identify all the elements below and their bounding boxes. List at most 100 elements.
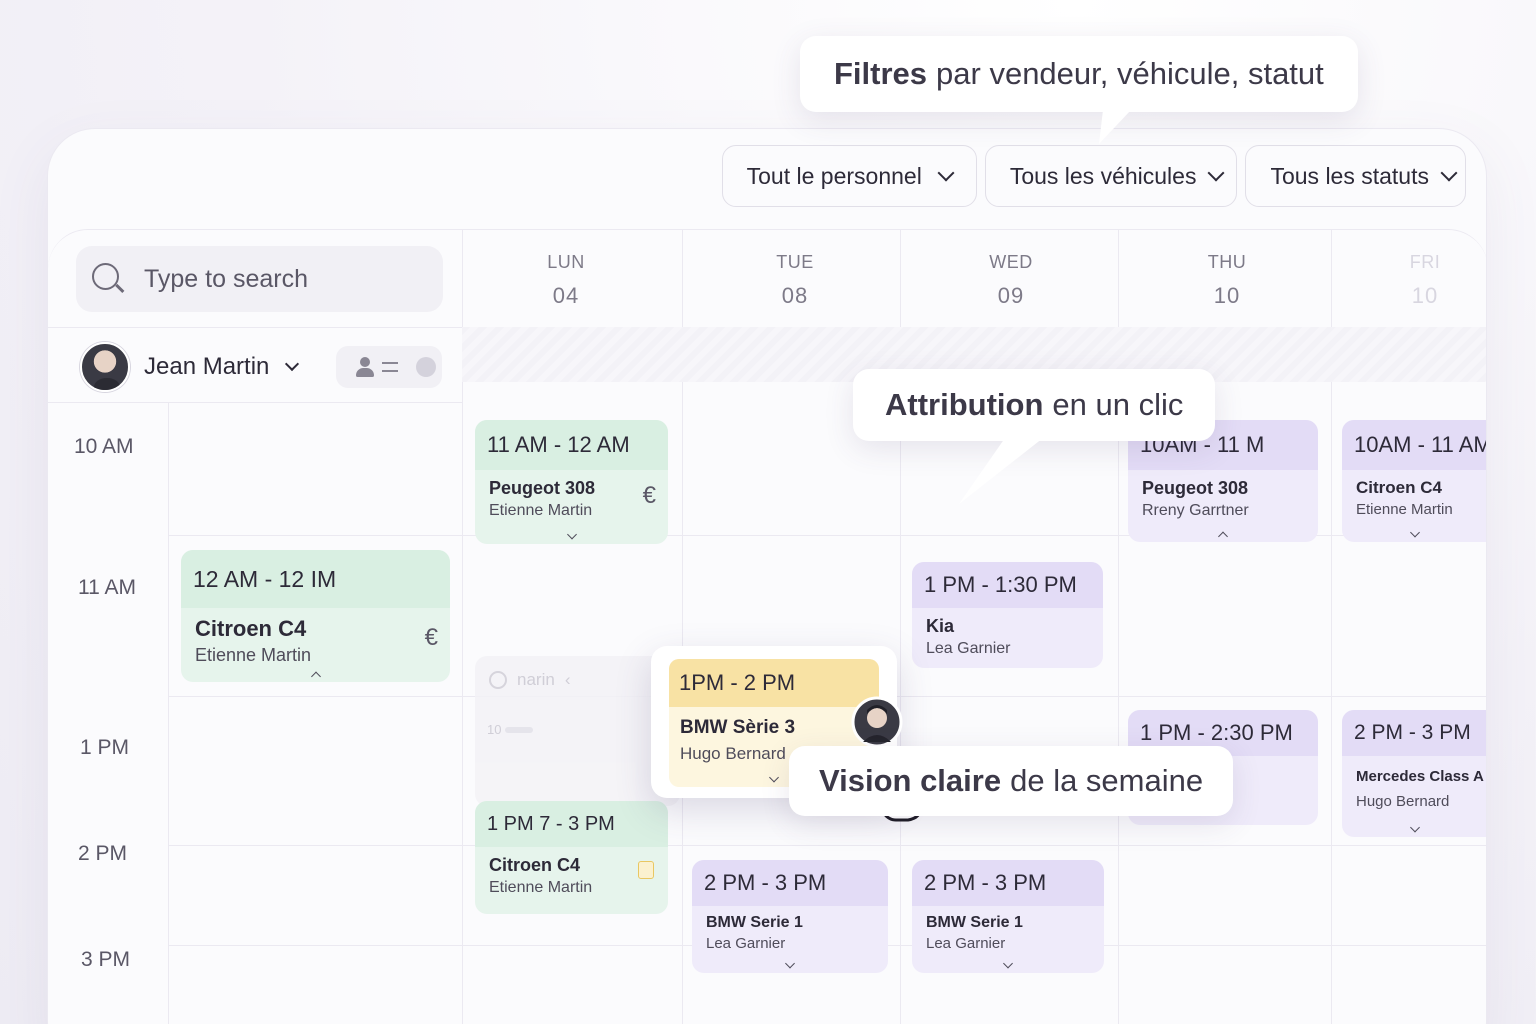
event-card[interactable]: 2 PM - 3 PM BMW Serie 1 Lea Garnier xyxy=(912,860,1104,973)
chevron-down-icon xyxy=(1410,527,1420,538)
event-vehicle: Citroen C4 xyxy=(1356,478,1442,497)
event-time: 2 PM - 3 PM xyxy=(912,860,1104,906)
chevron-down-icon xyxy=(566,529,577,540)
event-vehicle: Peugeot 308 xyxy=(1142,478,1249,498)
search-box[interactable] xyxy=(76,246,443,312)
euro-icon: € xyxy=(642,482,656,509)
callout-pointer xyxy=(1099,110,1131,144)
event-person: Etienne Martin xyxy=(489,879,593,896)
day-header-fri[interactable]: FRI 10 xyxy=(1350,252,1486,309)
assign-toggle[interactable] xyxy=(336,346,442,388)
event-vehicle: Citroen C4 xyxy=(195,616,307,641)
callout-text: de la semaine xyxy=(1010,763,1204,798)
event-time: 2 PM - 3 PM xyxy=(692,860,888,906)
event-person: Etienne Martin xyxy=(489,502,593,519)
event-time: 1 PM 7 - 3 PM xyxy=(475,801,668,847)
assignee-avatar xyxy=(851,696,903,748)
time-label: 3 PM xyxy=(81,948,131,971)
event-vehicle: Kia xyxy=(926,616,955,636)
search-icon xyxy=(92,263,125,295)
event-time: 2 PM - 3 PM xyxy=(1342,710,1486,756)
event-card[interactable]: 1 PM - 1:30 PM Kia Lea Garnier xyxy=(912,562,1103,668)
event-person: Etienne Martin xyxy=(1356,501,1453,518)
event-person: Rreny Garrtner xyxy=(1142,502,1249,519)
chevron-down-icon xyxy=(769,772,779,783)
event-card[interactable]: 2 PM - 3 PM Mercedes Class A Hugo Bernar… xyxy=(1342,710,1486,837)
person-icon xyxy=(356,357,374,377)
filter-vehicles-label: Tous les véhicules xyxy=(1009,162,1197,189)
callout-bold: Filtres xyxy=(834,56,928,91)
event-person: Etienne Martin xyxy=(195,645,312,665)
event-card[interactable]: 10AM - 11 AM Citroen C4 Etienne Martin xyxy=(1342,420,1486,542)
filter-staff-dropdown[interactable]: Tout le personnel xyxy=(721,145,977,207)
day-header-mon[interactable]: LUN 04 xyxy=(491,252,641,309)
event-card[interactable]: 2 PM - 3 PM BMW Serie 1 Lea Garnier xyxy=(692,860,888,973)
callout-pointer xyxy=(959,438,1043,504)
event-vehicle: BMW Sèrie 3 xyxy=(680,717,796,738)
chevron-up-icon xyxy=(1218,531,1228,542)
callout-bold: Vision claire xyxy=(819,763,1002,798)
event-vehicle: Mercedes Class A xyxy=(1356,768,1484,785)
list-icon xyxy=(382,362,398,372)
euro-icon: € xyxy=(424,624,438,651)
day-name: THU xyxy=(1207,252,1247,272)
callout-text: par vendeur, véhicule, statut xyxy=(936,56,1324,91)
circle-icon xyxy=(489,671,507,689)
day-date: 10 xyxy=(1411,283,1439,308)
day-date: 08 xyxy=(781,283,809,308)
day-header-wed[interactable]: WED 09 xyxy=(936,252,1086,309)
event-person: Lea Garnier xyxy=(926,640,1011,657)
day-date: 04 xyxy=(552,283,580,308)
user-name: Jean Martin xyxy=(144,353,270,380)
filter-bar: Tout le personnel Tous les véhicules Tou… xyxy=(721,145,1466,207)
chevron-down-icon xyxy=(1003,958,1013,969)
callout-bold: Attribution xyxy=(885,387,1044,422)
week-calendar: LUN 04 TUE 08 WED 09 THU 10 FRI 10 Jean … xyxy=(48,229,1486,1024)
event-time: 11 AM - 12 AM xyxy=(475,420,668,470)
event-card[interactable]: 11 AM - 12 AM Peugeot 308 Etienne Martin… xyxy=(475,420,668,544)
day-name: LUN xyxy=(547,252,585,272)
time-label: 11 AM xyxy=(78,576,136,599)
time-label: 1 PM xyxy=(80,736,130,759)
event-vehicle: Citroen C4 xyxy=(489,855,581,875)
event-card[interactable]: 12 AM - 12 IM Citroen C4 Etienne Martin … xyxy=(181,550,450,682)
ghost-text: narin xyxy=(517,670,555,689)
chevron-down-icon xyxy=(1440,164,1458,182)
day-header-thu[interactable]: THU 10 xyxy=(1152,252,1302,309)
event-vehicle: Peugeot 308 xyxy=(489,478,596,498)
filter-staff-label: Tout le personnel xyxy=(746,162,922,189)
event-person: Lea Garnier xyxy=(926,935,1006,952)
callout-assignment: Attribution en un clic xyxy=(853,369,1216,441)
event-person: Hugo Bernard xyxy=(680,744,786,763)
filter-status-label: Tous les statuts xyxy=(1270,162,1429,189)
chevron-left-icon: ‹ xyxy=(564,670,571,689)
toggle-dot xyxy=(416,357,436,377)
day-date: 09 xyxy=(997,283,1025,308)
event-card[interactable]: 1 PM 7 - 3 PM Citroen C4 Etienne Martin xyxy=(475,801,668,914)
user-selector[interactable]: Jean Martin xyxy=(80,342,300,392)
chevron-up-icon xyxy=(310,671,321,682)
chevron-down-icon xyxy=(1207,164,1225,182)
day-header-tue[interactable]: TUE 08 xyxy=(720,252,870,309)
event-vehicle: BMW Serie 1 xyxy=(706,914,803,931)
chevron-down-icon xyxy=(785,958,795,969)
filter-vehicles-dropdown[interactable]: Tous les véhicules xyxy=(984,145,1238,207)
filter-status-dropdown[interactable]: Tous les statuts xyxy=(1245,145,1466,207)
day-name: TUE xyxy=(776,252,814,272)
chevron-down-icon xyxy=(285,356,300,372)
calendar-card: Tout le personnel Tous les véhicules Tou… xyxy=(47,128,1487,1024)
event-time: 12 AM - 12 IM xyxy=(181,550,450,608)
day-name: WED xyxy=(989,252,1033,272)
callout-vision: Vision claire de la semaine xyxy=(789,746,1234,816)
callout-text: en un clic xyxy=(1052,387,1184,422)
ghost-count: 10 xyxy=(487,722,502,737)
note-icon xyxy=(638,861,654,879)
search-input[interactable] xyxy=(144,264,414,294)
callout-filters: Filtres par vendeur, véhicule, statut xyxy=(800,36,1358,112)
dragging-event-card[interactable]: 1PM - 2 PM BMW Sèrie 3 Hugo Bernard xyxy=(651,646,903,798)
event-time: 10AM - 11 AM xyxy=(1342,420,1486,470)
day-date: 10 xyxy=(1213,283,1241,308)
time-label: 2 PM xyxy=(78,842,128,865)
time-label: 10 AM xyxy=(74,435,134,458)
chevron-down-icon xyxy=(1410,822,1420,833)
